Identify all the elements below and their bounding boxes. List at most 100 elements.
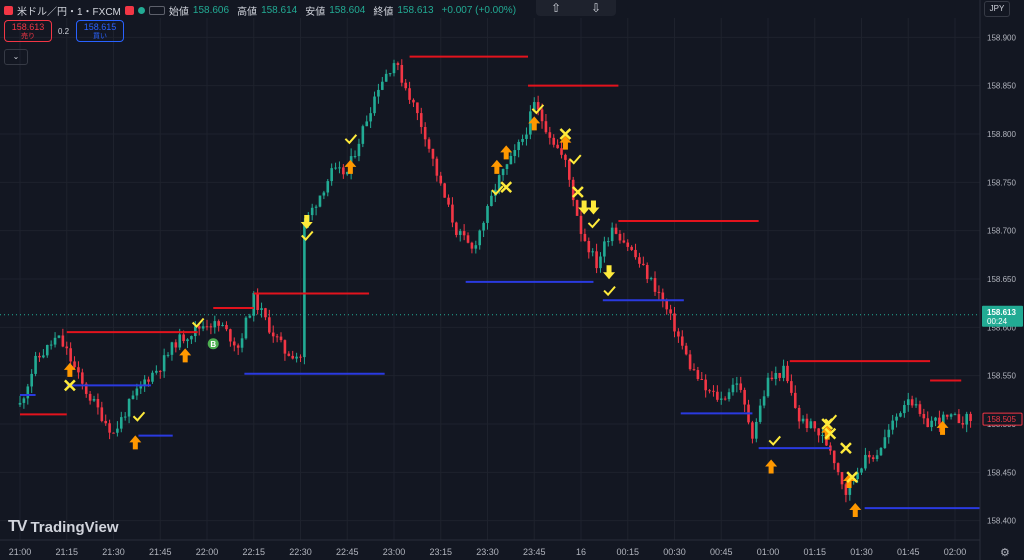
candle-body (509, 155, 513, 165)
candle-body (965, 413, 968, 425)
candle-body (88, 393, 92, 401)
candle-body (92, 399, 96, 401)
candle-body (151, 372, 154, 382)
candle-body (867, 454, 871, 458)
arrow-down-icon[interactable]: ⇩ (590, 1, 602, 15)
candle-body (770, 377, 774, 380)
candle-body (938, 417, 941, 425)
candle-body (642, 263, 645, 265)
candle-body (334, 167, 337, 169)
candle-body (606, 241, 610, 243)
time-tick-label: 16 (576, 547, 586, 557)
candle-body (595, 251, 598, 269)
candle-body (314, 206, 318, 208)
cross-icon (559, 128, 572, 140)
candle-body (22, 398, 26, 403)
candle-body (945, 414, 949, 417)
flag-icon[interactable] (124, 5, 134, 15)
price-tick-label: 158.600 (987, 323, 1016, 332)
currency-button[interactable]: JPY (984, 1, 1010, 17)
candle-body (758, 405, 762, 422)
candle-body (365, 121, 369, 127)
candle-body (49, 344, 53, 346)
chevron-down-icon[interactable]: ⌄ (4, 49, 28, 65)
price-tick-label: 158.900 (987, 33, 1016, 42)
countdown-label: 00:24 (987, 317, 1008, 326)
candle-body (458, 231, 462, 235)
candle-body (135, 388, 139, 396)
symbol-header: 米ドル／円・1・FXCM 始値 158.606 高値 158.614 安値 158.6… (4, 2, 516, 18)
buy-button[interactable]: 158.615 買い (76, 20, 124, 42)
candle-body (26, 386, 30, 399)
tradingview-logo[interactable]: TV TradingView (8, 518, 119, 536)
candle-body (618, 233, 622, 241)
candle-body (766, 377, 770, 397)
candle-body (840, 472, 844, 485)
price-tick-label: 158.400 (987, 517, 1016, 526)
time-tick-label: 23:30 (476, 547, 499, 557)
candle-body (743, 389, 746, 405)
candle-body (478, 230, 482, 246)
candle-body (599, 256, 602, 269)
candle-body (755, 421, 758, 439)
time-axis[interactable]: 21:00 21:15 21:30 21:45 22:00 22:15 22:30 22:45… (0, 539, 980, 557)
candle-body (30, 373, 33, 387)
time-tick-label: 00:15 (616, 547, 639, 557)
candle-body (287, 353, 291, 356)
candle-body (412, 99, 415, 103)
candle-body (396, 63, 400, 65)
candle-body (942, 414, 945, 425)
candle-body (677, 331, 680, 337)
candle-body (614, 227, 618, 234)
candle-body (116, 428, 119, 433)
candle-body (61, 335, 65, 347)
check-icon (531, 104, 545, 115)
candle-body (610, 227, 614, 242)
candle-body (634, 249, 637, 258)
candle-body (77, 367, 80, 373)
favorite-flag-icon[interactable] (4, 5, 13, 15)
candle-body (338, 167, 341, 169)
candle-body (470, 242, 474, 249)
time-tick-label: 01:15 (803, 547, 826, 557)
candle-body (712, 390, 715, 392)
floating-toolbar[interactable]: ⇧ ⇩ (536, 0, 616, 16)
symbol-title[interactable]: 米ドル／円・1・FXCM (17, 6, 121, 18)
candle-body (236, 345, 240, 348)
candle-body (462, 231, 466, 236)
sell-price: 158.613 (11, 22, 45, 32)
candle-body (926, 418, 930, 428)
candle-body (809, 421, 813, 429)
price-tick-label: 158.850 (987, 82, 1016, 91)
candle-body (357, 143, 361, 157)
candle-body (423, 126, 427, 140)
candle-body (860, 468, 863, 473)
eye-icon[interactable] (148, 5, 165, 15)
candle-body (719, 398, 723, 400)
time-tick-label: 02:00 (944, 547, 967, 557)
candle-body (112, 432, 115, 434)
candle-body (119, 417, 123, 429)
sell-button[interactable]: 158.613 売り (4, 20, 52, 42)
candle-body (256, 292, 259, 311)
price-axis[interactable]: 158.900 158.850 158.800 158.750 158.700 158.6… (979, 0, 1024, 560)
sell-label: 売り (21, 33, 35, 40)
candle-body (583, 233, 587, 241)
candle-body (513, 150, 517, 156)
candle-body (552, 137, 556, 145)
candle-body (416, 102, 419, 114)
gear-icon[interactable]: ⚙ (1000, 547, 1010, 559)
candle-body (751, 422, 754, 439)
candle-body (419, 113, 423, 127)
candle-body (649, 278, 653, 280)
candle-body (922, 413, 926, 419)
arrow-up-icon[interactable]: ⇧ (550, 1, 562, 15)
candle-body (801, 418, 805, 422)
time-tick-label: 21:00 (9, 547, 32, 557)
time-tick-label: 01:30 (850, 547, 873, 557)
candle-body (431, 148, 435, 159)
up-arrow-icon (179, 348, 192, 363)
price-tick-label: 158.450 (987, 468, 1016, 477)
candle-body (455, 222, 458, 235)
